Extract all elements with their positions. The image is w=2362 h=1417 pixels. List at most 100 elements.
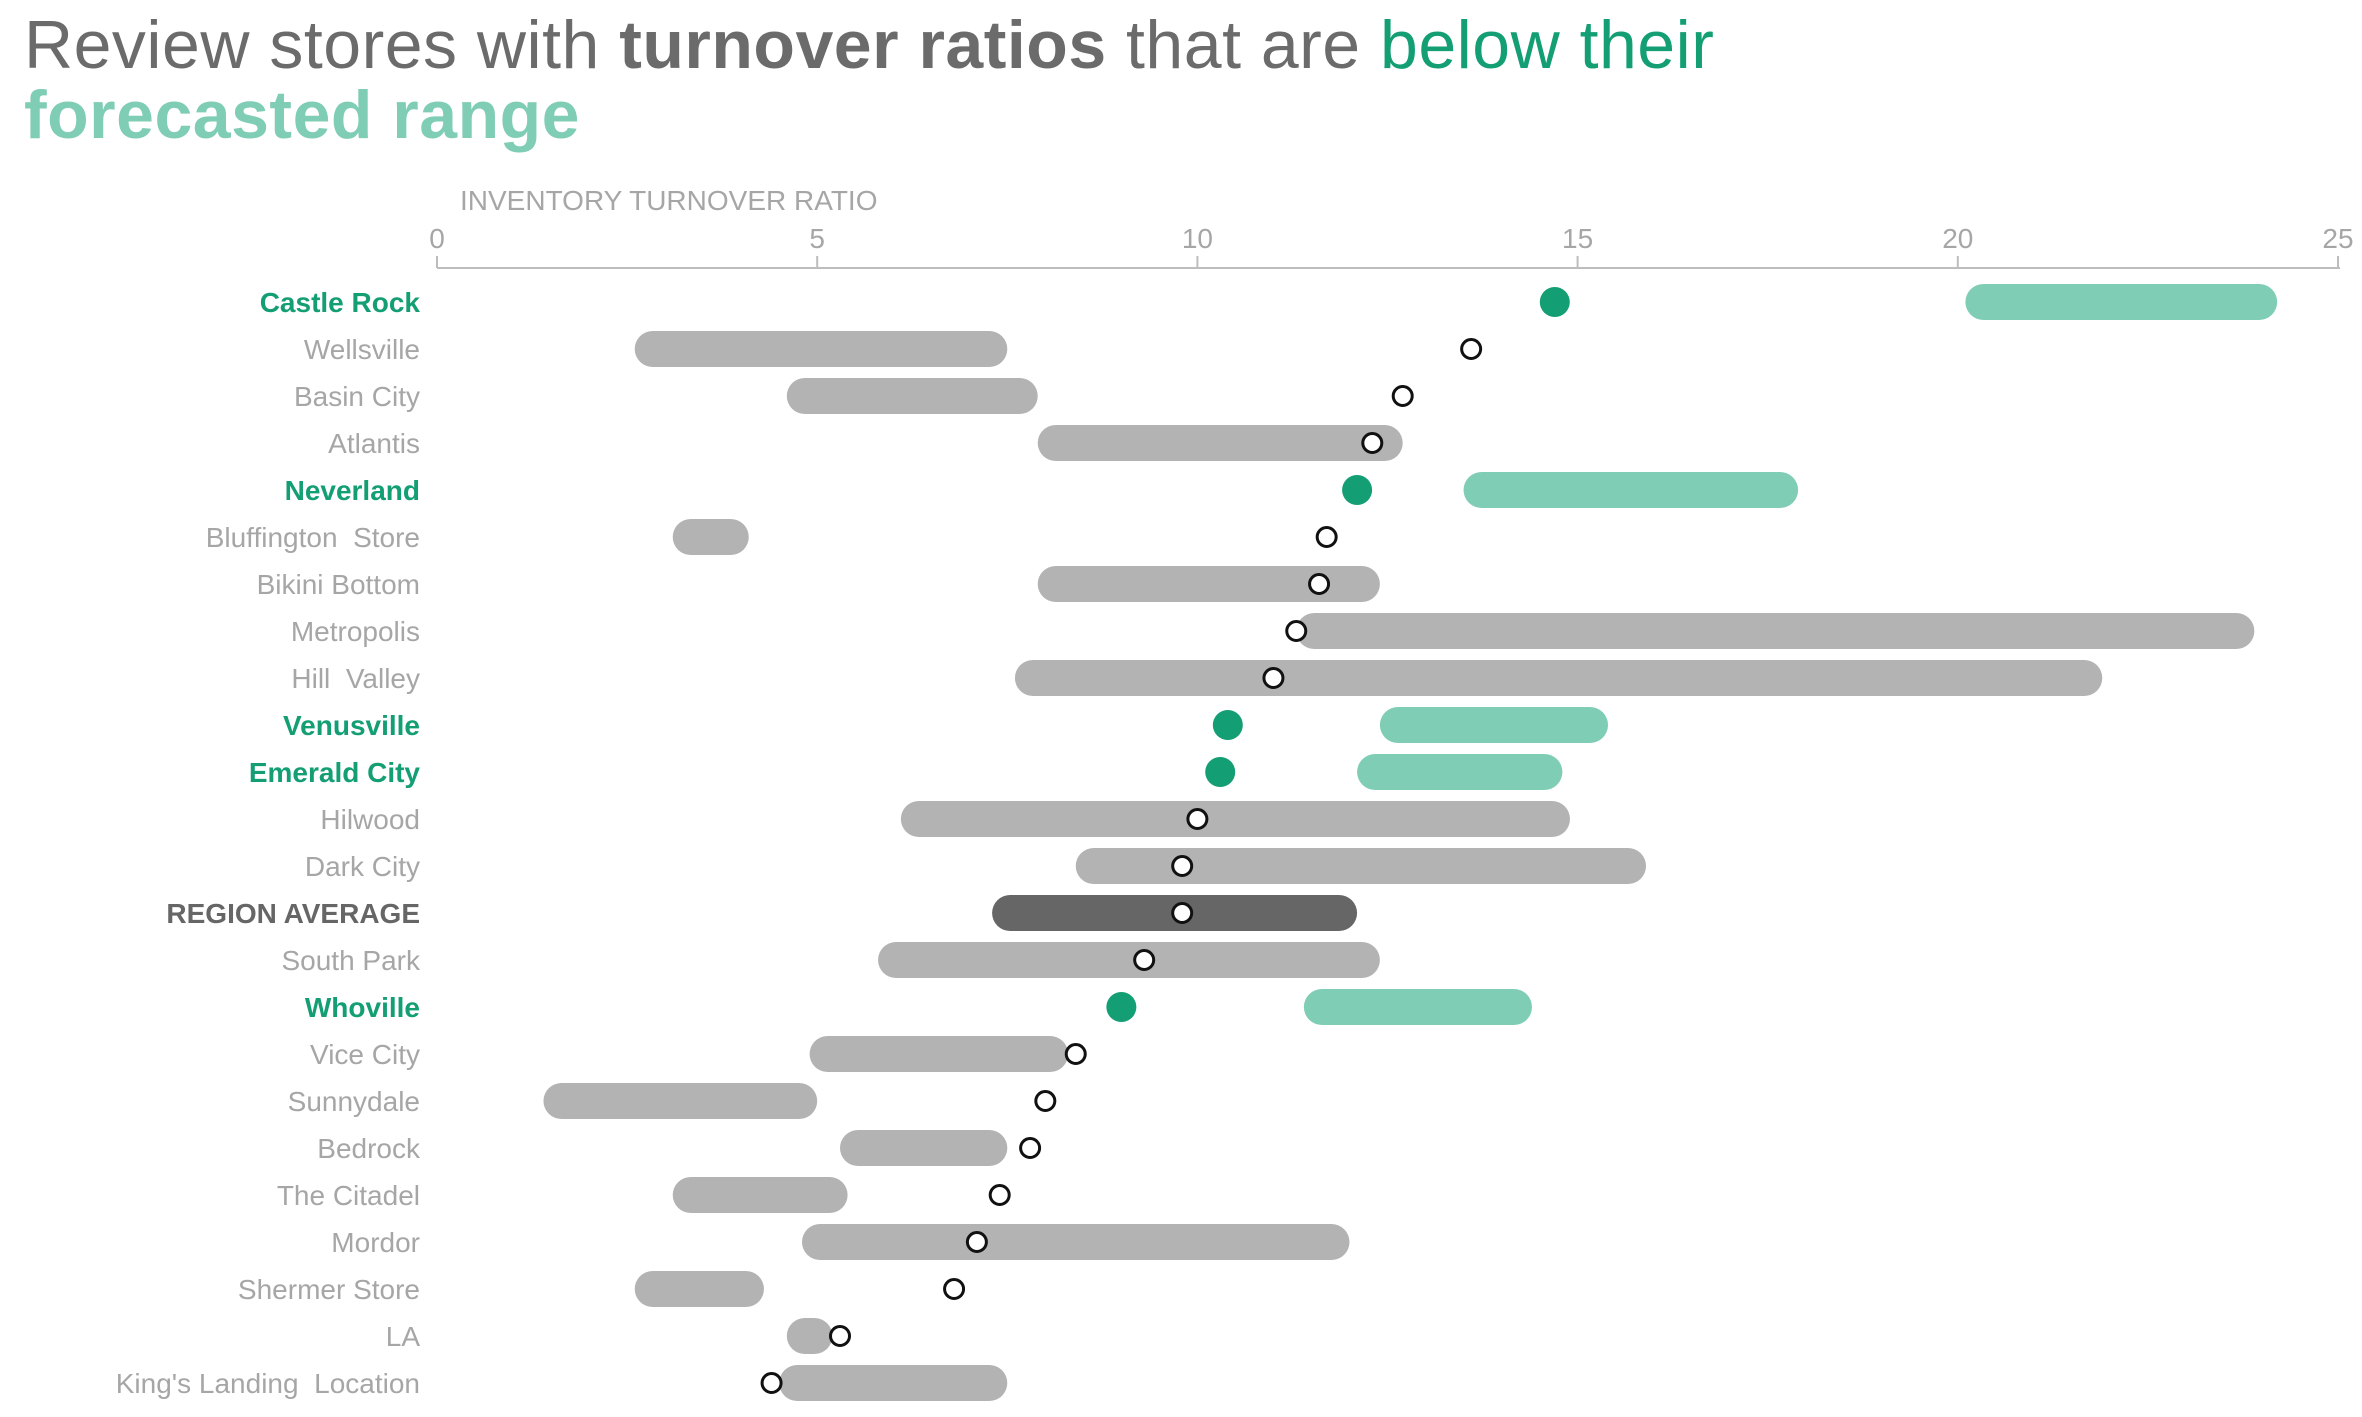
row-king-s-landing-location: King's Landing Location [116,1365,1008,1401]
forecast-range-bar [779,1365,1008,1401]
actual-value-dot [1133,949,1156,971]
actual-value-dot [1391,385,1414,407]
actual-value-dot [988,1184,1011,1206]
chart-title: Review stores with turnover ratios that … [24,10,2324,150]
row-label: Vice City [310,1039,420,1070]
row-label: Wellsville [304,334,420,365]
x-tick-label: 0 [429,223,445,254]
actual-value-dot [1171,855,1194,877]
forecast-range-bar [1379,707,1609,743]
row-label: The Citadel [277,1180,420,1211]
title-part-2: turnover ratios [619,7,1107,83]
row-label: Basin City [294,381,420,412]
x-tick-label: 10 [1182,223,1213,254]
actual-value-dot [1315,526,1338,548]
row-label: Bluffington Store [206,522,420,553]
forecast-range-bar [840,1130,1008,1166]
row-label: Shermer Store [238,1274,420,1305]
row-la: LA [386,1318,852,1354]
forecast-range-bar [809,1036,1069,1072]
x-tick-label: 25 [2322,223,2353,254]
row-dark-city: Dark City [305,848,1647,884]
row-label: Bikini Bottom [257,569,420,600]
forecast-range-bar [786,1318,833,1354]
actual-value-dot [1186,808,1209,830]
forecast-range-bar [786,378,1038,414]
forecast-range-bar [878,942,1380,978]
forecast-range-bar [1037,566,1380,602]
x-tick-label: 20 [1942,223,1973,254]
row-label: Sunnydale [288,1086,420,1117]
forecast-range-bar [543,1083,818,1119]
row-label: Emerald City [249,757,421,788]
row-region-average: REGION AVERAGE [166,895,1358,931]
actual-value-dot [1019,1137,1042,1159]
actual-value-dot [1539,287,1570,317]
row-venusville: Venusville [283,707,1609,743]
row-label: Castle Rock [260,287,421,318]
actual-value-dot [1342,475,1373,505]
row-south-park: South Park [281,942,1380,978]
forecast-range-bar [1014,660,2103,696]
actual-value-dot [1361,432,1384,454]
actual-value-dot [1106,992,1137,1022]
row-label: King's Landing Location [116,1368,420,1399]
row-wellsville: Wellsville [304,331,1483,367]
actual-value-dot [1308,573,1331,595]
row-castle-rock: Castle Rock [260,284,2278,320]
row-label: Mordor [331,1227,420,1258]
row-hill-valley: Hill Valley [291,660,2103,696]
actual-value-dot [1064,1043,1087,1065]
row-sunnydale: Sunnydale [288,1083,1057,1119]
chart-rows: Castle Rock Wellsville Basin City Atlantis N… [116,284,2278,1401]
actual-value-dot [760,1372,783,1394]
forecast-range-bar [1965,284,2278,320]
forecast-range-bar [634,1271,764,1307]
forecast-range-bar [672,1177,848,1213]
row-shermer-store: Shermer Store [238,1271,966,1307]
forecast-range-bar [634,331,1008,367]
row-label: Whoville [305,992,420,1023]
x-tick-label: 5 [809,223,825,254]
row-label: South Park [281,945,421,976]
forecast-range-bar [672,519,749,555]
row-bikini-bottom: Bikini Bottom [257,566,1380,602]
row-label: Hill Valley [291,663,420,694]
row-vice-city: Vice City [310,1036,1087,1072]
actual-value-dot [1460,338,1483,360]
forecast-range-bar [1463,472,1799,508]
actual-value-dot [829,1325,852,1347]
row-label: Hilwood [320,804,420,835]
row-neverland: Neverland [285,472,1799,508]
forecast-range-bar [1296,613,2255,649]
title-part-5: forecasted range [24,77,580,153]
row-label: Metropolis [291,616,420,647]
actual-value-dot [1205,757,1236,787]
row-label: Bedrock [317,1133,421,1164]
actual-value-dot [1262,667,1285,689]
forecast-range-bar [1037,425,1403,461]
row-bluffington-store: Bluffington Store [206,519,1338,555]
row-the-citadel: The Citadel [277,1177,1011,1213]
actual-value-dot [1285,620,1308,642]
forecast-range-bar [900,801,1570,837]
actual-value-dot [1171,902,1194,924]
row-whoville: Whoville [305,989,1532,1025]
x-axis-ticks: 0 5 10 15 20 25 [429,223,2354,268]
title-part-3: that are [1106,7,1381,83]
row-label: Dark City [305,851,420,882]
actual-value-dot [943,1278,966,1300]
row-hilwood: Hilwood [320,801,1570,837]
row-label: Venusville [283,710,420,741]
actual-value-dot [1034,1090,1057,1112]
title-part-4: below their [1380,7,1715,83]
x-tick-label: 15 [1562,223,1593,254]
row-label: LA [386,1321,421,1352]
title-part-1: Review stores with [24,7,620,83]
row-metropolis: Metropolis [291,613,2255,649]
actual-value-dot [1212,710,1243,740]
x-axis-title: INVENTORY TURNOVER RATIO [460,185,877,216]
row-emerald-city: Emerald City [249,754,1563,790]
forecast-range-bar [1075,848,1647,884]
